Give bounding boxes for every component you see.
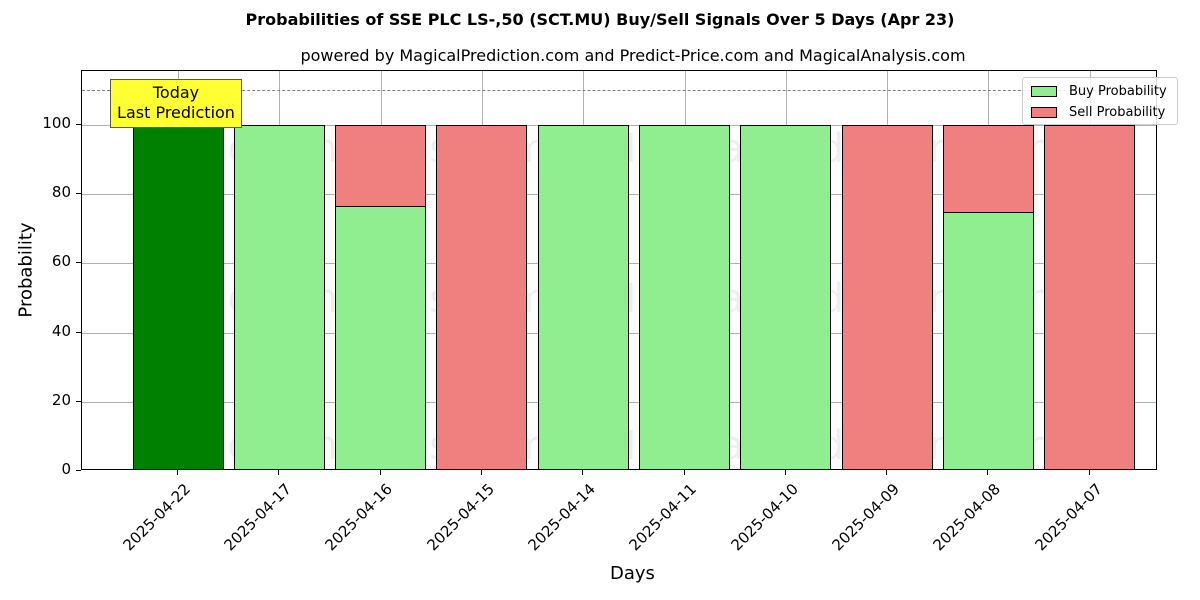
x-tick-label: 2025-04-10 <box>727 480 802 555</box>
x-axis-label: Days <box>610 563 655 584</box>
y-tick-label: 80 <box>51 183 71 202</box>
legend-item-sell: Sell Probability <box>1031 104 1165 120</box>
x-tick-mark <box>278 470 280 475</box>
bar-buy <box>132 125 224 469</box>
bar-buy <box>639 125 730 469</box>
y-tick-mark <box>76 193 81 195</box>
bar-buy <box>233 125 325 469</box>
y-tick-label: 60 <box>51 252 71 271</box>
annotation-line2: Last Prediction <box>117 103 235 122</box>
x-tick-mark <box>784 470 786 475</box>
y-tick-label: 20 <box>51 390 71 409</box>
reference-line <box>82 90 1156 92</box>
y-tick-mark <box>76 400 81 402</box>
plot-area: MagicalAnalysis.comMagicalPrediction.com… <box>81 70 1157 470</box>
x-tick-label: 2025-04-07 <box>1031 480 1106 555</box>
y-tick-mark <box>76 124 81 125</box>
x-tick-label: 2025-04-08 <box>929 480 1005 555</box>
bar-sell <box>942 125 1034 213</box>
x-tick-label: 2025-04-11 <box>625 480 701 555</box>
x-tick-label: 2025-04-15 <box>423 480 498 555</box>
today-annotation: Today Last Prediction <box>110 79 242 128</box>
x-tick-mark <box>1088 470 1090 475</box>
buy-swatch-icon <box>1031 85 1057 97</box>
chart-title: Probabilities of SSE PLC LS-,50 (SCT.MU)… <box>245 10 955 29</box>
x-tick-label: 2025-04-16 <box>321 480 397 555</box>
legend-buy-label: Buy Probability <box>1069 83 1167 99</box>
x-tick-label: 2025-04-14 <box>524 480 599 555</box>
bar-buy <box>335 206 427 469</box>
x-tick-mark <box>886 470 888 475</box>
bar-buy <box>740 125 832 469</box>
y-tick-label: 40 <box>51 321 71 340</box>
legend-item-buy: Buy Probability <box>1031 83 1167 99</box>
y-axis-label: Probability <box>15 222 37 318</box>
y-tick-label: 0 <box>61 460 71 478</box>
y-tick-mark <box>76 331 81 333</box>
bar-sell <box>1044 125 1136 469</box>
chart-subtitle: powered by MagicalPrediction.com and Pre… <box>300 46 966 65</box>
y-tick-mark <box>76 262 81 264</box>
x-tick-mark <box>177 470 178 475</box>
x-tick-mark <box>582 470 584 475</box>
bar-sell <box>841 125 933 469</box>
sell-swatch-icon <box>1031 106 1057 118</box>
y-tick-label: 100 <box>42 114 71 132</box>
annotation-line1: Today <box>152 83 200 102</box>
y-tick-mark <box>76 470 81 471</box>
x-tick-label: 2025-04-17 <box>220 480 296 555</box>
legend-sell-label: Sell Probability <box>1069 104 1166 120</box>
bar-sell <box>436 125 528 469</box>
bar-buy <box>537 125 629 469</box>
legend: Buy Probability Sell Probability <box>1022 77 1178 125</box>
x-tick-mark <box>480 470 482 475</box>
x-tick-mark <box>987 470 989 475</box>
x-tick-label: 2025-04-22 <box>119 480 194 555</box>
bar-sell <box>335 125 427 208</box>
x-tick-mark <box>379 470 381 475</box>
x-tick-label: 2025-04-09 <box>828 480 903 555</box>
bar-buy <box>942 211 1034 469</box>
x-tick-mark <box>683 470 685 475</box>
